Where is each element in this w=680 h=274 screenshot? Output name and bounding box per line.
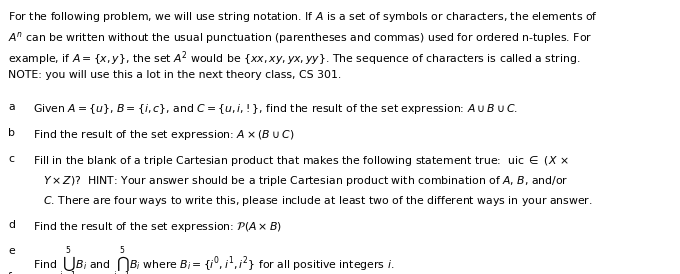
Text: Fill in the blank of a triple Cartesian product that makes the following stateme: Fill in the blank of a triple Cartesian … xyxy=(33,154,568,168)
Text: e: e xyxy=(8,246,15,256)
Text: For the following problem, we will use string notation. If $A$ is a set of symbo: For the following problem, we will use s… xyxy=(8,10,598,24)
Text: Find $\bigcup_{i=1}^{\infty} A_i$ and $\bigcap_{i=1}^{\infty} A_i$ where $A_i = : Find $\bigcup_{i=1}^{\infty} A_i$ and $\… xyxy=(33,272,485,274)
Text: Find the result of the set expression: $\mathcal{P}(A \times B)$: Find the result of the set expression: $… xyxy=(33,220,282,234)
Text: d: d xyxy=(8,220,15,230)
Text: $C$. There are four ways to write this, please include at least two of the diffe: $C$. There are four ways to write this, … xyxy=(43,194,592,208)
Text: Find $\bigcup_{i=1}^{5} B_i$ and $\bigcap_{i=1}^{5} B_i$ where $B_i = \{i^0, i^1: Find $\bigcup_{i=1}^{5} B_i$ and $\bigca… xyxy=(33,246,394,274)
Text: $Y \times Z$)?  HINT: Your answer should be a triple Cartesian product with comb: $Y \times Z$)? HINT: Your answer should … xyxy=(43,174,568,188)
Text: a: a xyxy=(8,102,15,112)
Text: Given $A = \{u\}$, $B = \{i, c\}$, and $C = \{u, i, !\}$, find the result of the: Given $A = \{u\}$, $B = \{i, c\}$, and $… xyxy=(33,102,518,116)
Text: c: c xyxy=(8,154,14,164)
Text: NOTE: you will use this a lot in the next theory class, CS 301.: NOTE: you will use this a lot in the nex… xyxy=(8,70,341,79)
Text: b: b xyxy=(8,128,15,138)
Text: example, if $A = \{x, y\}$, the set $A^2$ would be $\{xx, xy, yx, yy\}$. The seq: example, if $A = \{x, y\}$, the set $A^2… xyxy=(8,50,581,68)
Text: Find the result of the set expression: $A \times (B \cup C)$: Find the result of the set expression: $… xyxy=(33,128,294,142)
Text: f: f xyxy=(8,272,12,274)
Text: $A^n$ can be written without the usual punctuation (parentheses and commas) used: $A^n$ can be written without the usual p… xyxy=(8,30,592,45)
